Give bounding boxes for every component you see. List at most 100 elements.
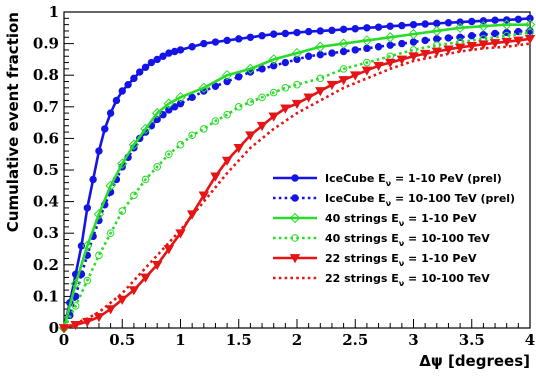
data-point bbox=[175, 92, 186, 103]
data-point bbox=[176, 46, 185, 54]
data-point bbox=[409, 38, 418, 46]
legend-label: 40 strings Eν = 10-100 TeV bbox=[325, 232, 490, 248]
data-point bbox=[198, 191, 210, 201]
y-tick-label: 0.3 bbox=[33, 224, 59, 242]
data-point bbox=[316, 74, 325, 83]
data-point bbox=[374, 43, 383, 51]
data-point bbox=[256, 121, 268, 132]
data-point bbox=[316, 27, 324, 35]
data-point bbox=[112, 96, 121, 105]
data-point bbox=[501, 19, 512, 30]
data-point bbox=[128, 139, 140, 150]
data-point bbox=[93, 313, 105, 323]
data-point bbox=[153, 163, 161, 171]
x-tick-label: 2.5 bbox=[342, 331, 368, 349]
data-point bbox=[118, 87, 126, 95]
data-point bbox=[361, 66, 373, 76]
y-tick-label: 0 bbox=[49, 319, 59, 337]
data-point bbox=[165, 106, 173, 114]
data-point bbox=[491, 29, 499, 38]
data-point bbox=[200, 125, 208, 133]
data-point bbox=[373, 61, 384, 72]
legend: IceCube Eν = 1-10 PeV (prel) IceCube Eν =… bbox=[273, 172, 515, 288]
data-point bbox=[117, 295, 128, 305]
legend-label: 40 strings Eν = 1-10 PeV bbox=[325, 212, 477, 228]
data-point bbox=[524, 35, 536, 45]
y-tick-label: 1 bbox=[49, 3, 59, 21]
data-point bbox=[141, 175, 150, 184]
data-point bbox=[188, 131, 196, 140]
data-point bbox=[151, 260, 163, 271]
data-point bbox=[350, 71, 361, 81]
data-point bbox=[159, 52, 167, 60]
data-point bbox=[223, 110, 231, 119]
data-point bbox=[153, 55, 161, 64]
legend-label: 22 strings Eν = 10-100 TeV bbox=[325, 272, 490, 288]
series-6 bbox=[63, 42, 531, 330]
data-point bbox=[409, 20, 418, 29]
data-point bbox=[491, 16, 499, 24]
data-point bbox=[211, 38, 220, 46]
data-point bbox=[147, 58, 156, 67]
data-point bbox=[514, 15, 523, 23]
data-point bbox=[489, 39, 501, 49]
data-point bbox=[419, 49, 431, 60]
legend-label: IceCube Eν = 10-100 TeV (prel) bbox=[325, 192, 515, 208]
data-point bbox=[268, 54, 279, 65]
data-point bbox=[303, 93, 314, 103]
x-tick-label: 1 bbox=[175, 331, 185, 349]
data-point bbox=[270, 62, 278, 70]
data-point bbox=[128, 286, 140, 296]
data-point bbox=[95, 251, 103, 260]
y-tick-label: 0.2 bbox=[33, 256, 59, 274]
data-point bbox=[124, 80, 132, 89]
data-point bbox=[221, 69, 233, 81]
data-point bbox=[363, 24, 371, 32]
data-point bbox=[211, 117, 220, 125]
data-point bbox=[339, 47, 348, 56]
data-point bbox=[291, 47, 303, 59]
legend-entry: IceCube Eν = 1-10 PeV (prel) bbox=[273, 172, 502, 188]
data-point bbox=[269, 88, 278, 97]
data-point bbox=[141, 63, 150, 71]
data-point bbox=[117, 158, 128, 169]
data-point bbox=[140, 123, 151, 135]
legend-entry: 22 strings Eν = 10-100 TeV bbox=[273, 272, 490, 288]
data-point bbox=[361, 35, 373, 46]
y-tick-label: 0.6 bbox=[33, 129, 59, 147]
data-point bbox=[151, 107, 163, 119]
data-point bbox=[326, 80, 338, 90]
data-point bbox=[70, 278, 81, 289]
y-tick-label: 0.5 bbox=[33, 161, 59, 179]
data-point bbox=[245, 131, 256, 141]
legend-label: 22 strings Eν = 1-10 PeV bbox=[325, 252, 477, 268]
data-point bbox=[454, 43, 466, 53]
series-layer bbox=[58, 14, 536, 334]
data-point bbox=[384, 32, 396, 43]
y-tick-label: 0.1 bbox=[33, 287, 59, 305]
data-point bbox=[315, 41, 326, 52]
legend-label: IceCube Eν = 1-10 PeV (prel) bbox=[325, 172, 502, 188]
data-point bbox=[408, 28, 419, 40]
data-point bbox=[315, 87, 326, 97]
data-point bbox=[105, 180, 116, 192]
data-point bbox=[431, 25, 443, 37]
legend-entry: 22 strings Eν = 1-10 PeV bbox=[273, 252, 477, 268]
data-point bbox=[468, 32, 476, 40]
data-point bbox=[118, 207, 127, 215]
data-point bbox=[176, 99, 185, 108]
data-point bbox=[234, 103, 243, 111]
data-point bbox=[281, 58, 290, 67]
y-tick-label: 0.4 bbox=[33, 193, 59, 211]
data-point bbox=[258, 32, 266, 40]
data-point bbox=[454, 22, 466, 34]
data-point bbox=[221, 156, 233, 166]
data-point bbox=[235, 73, 243, 81]
data-point bbox=[77, 242, 86, 250]
data-point bbox=[176, 140, 185, 149]
data-point bbox=[398, 21, 406, 30]
data-point bbox=[398, 39, 406, 48]
y-axis-title: Cumulative event fraction bbox=[4, 12, 22, 232]
data-point bbox=[246, 33, 255, 41]
